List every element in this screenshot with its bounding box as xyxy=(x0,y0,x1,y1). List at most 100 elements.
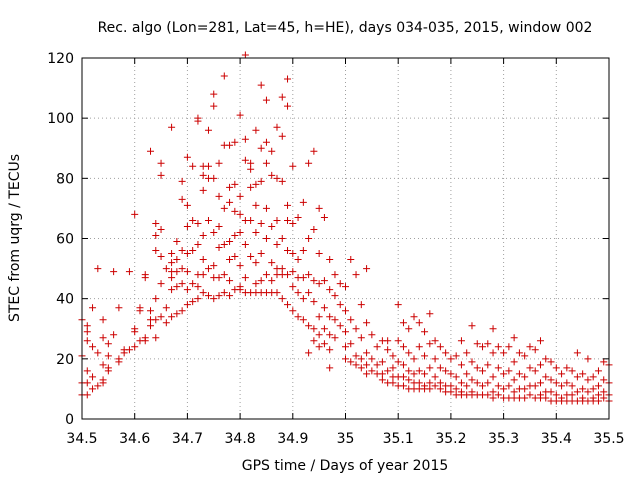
data-point xyxy=(521,385,529,393)
data-point xyxy=(505,382,513,390)
data-point xyxy=(189,216,197,224)
data-point xyxy=(83,367,91,375)
data-point xyxy=(273,289,281,297)
data-point xyxy=(421,370,429,378)
data-point xyxy=(489,373,497,381)
data-point xyxy=(278,132,286,140)
data-point xyxy=(294,213,302,221)
data-point xyxy=(468,358,476,366)
data-point xyxy=(421,328,429,336)
data-point xyxy=(531,346,539,354)
data-point xyxy=(236,210,244,218)
data-point xyxy=(310,225,318,233)
x-tick-label: 35 xyxy=(337,431,355,447)
data-point xyxy=(215,244,223,252)
data-point xyxy=(189,162,197,170)
data-point xyxy=(436,343,444,351)
data-point xyxy=(241,274,249,282)
data-point xyxy=(463,349,471,357)
data-point xyxy=(252,259,260,267)
data-point xyxy=(273,123,281,131)
data-point xyxy=(115,358,123,366)
data-point xyxy=(289,283,297,291)
data-point xyxy=(326,346,334,354)
data-point xyxy=(173,256,181,264)
data-point xyxy=(552,379,560,387)
data-point xyxy=(310,277,318,285)
data-point xyxy=(268,222,276,230)
data-point xyxy=(484,379,492,387)
data-point xyxy=(189,247,197,255)
data-point xyxy=(241,135,249,143)
data-point xyxy=(231,180,239,188)
y-tick-label: 60 xyxy=(56,232,74,248)
data-point xyxy=(484,391,492,399)
data-point xyxy=(447,355,455,363)
data-point xyxy=(378,376,386,384)
data-point xyxy=(384,367,392,375)
data-point xyxy=(284,102,292,110)
data-point xyxy=(284,75,292,83)
data-point xyxy=(347,340,355,348)
data-point xyxy=(183,153,191,161)
data-point xyxy=(426,379,434,387)
data-point xyxy=(526,391,534,399)
data-point xyxy=(352,361,360,369)
data-point xyxy=(468,322,476,330)
data-point xyxy=(252,126,260,134)
data-point xyxy=(262,96,270,104)
data-point xyxy=(299,247,307,255)
data-point xyxy=(320,304,328,312)
data-point xyxy=(152,231,160,239)
data-point xyxy=(342,307,349,315)
data-point xyxy=(220,241,228,249)
data-point xyxy=(168,313,176,321)
data-point xyxy=(568,391,576,399)
data-point xyxy=(336,301,344,309)
data-point xyxy=(326,313,334,321)
data-point xyxy=(473,364,481,372)
data-point xyxy=(315,250,323,258)
data-point xyxy=(220,204,228,212)
data-point xyxy=(531,367,539,375)
data-point xyxy=(99,316,107,324)
data-point xyxy=(558,370,566,378)
data-point xyxy=(204,216,212,224)
data-point xyxy=(247,165,255,173)
data-point xyxy=(500,370,508,378)
data-point xyxy=(568,382,576,390)
data-point xyxy=(215,222,223,230)
data-point xyxy=(363,265,371,273)
data-point xyxy=(389,352,397,360)
data-point xyxy=(289,307,297,315)
data-point xyxy=(278,235,286,242)
y-tick-label: 80 xyxy=(56,171,74,187)
data-point xyxy=(405,376,413,384)
y-tick-label: 0 xyxy=(65,412,74,428)
data-point xyxy=(315,313,323,321)
data-point xyxy=(262,138,270,146)
data-point xyxy=(231,207,239,215)
data-point xyxy=(289,162,297,170)
data-point xyxy=(331,316,339,324)
data-point xyxy=(442,349,450,357)
data-point xyxy=(515,370,523,378)
data-point xyxy=(99,334,107,342)
data-point xyxy=(104,352,112,360)
data-point xyxy=(452,373,460,381)
data-point xyxy=(199,186,207,194)
data-point xyxy=(284,271,292,279)
data-point xyxy=(152,334,160,342)
data-point xyxy=(331,271,339,279)
data-point xyxy=(194,241,202,249)
chart-title: Rec. algo (Lon=281, Lat=45, h=HE), days … xyxy=(98,20,593,36)
y-axis-label: STEC from uqrg / TECUs xyxy=(7,154,23,322)
data-point xyxy=(357,364,365,372)
data-point xyxy=(183,222,191,230)
data-point xyxy=(226,141,234,149)
data-point xyxy=(331,292,339,300)
data-point xyxy=(494,391,502,399)
data-point xyxy=(457,379,465,387)
data-point xyxy=(457,361,465,369)
